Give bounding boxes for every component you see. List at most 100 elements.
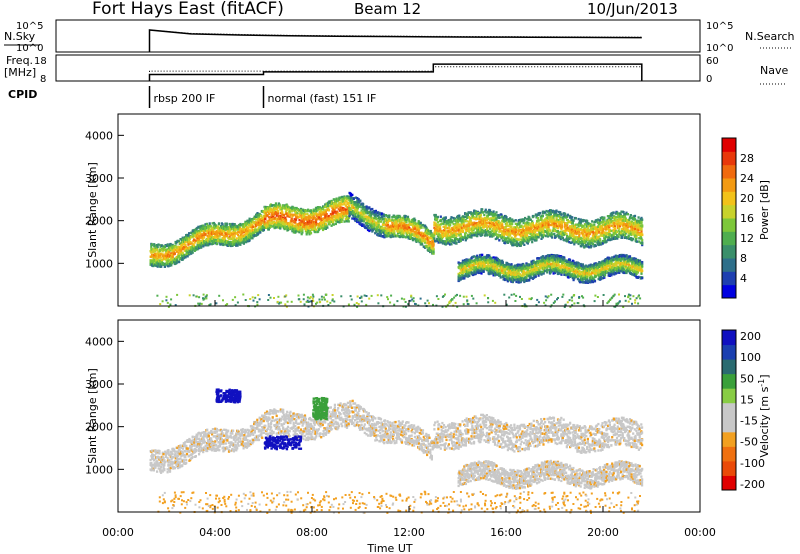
power-cell [323, 205, 326, 208]
power-cell [554, 224, 557, 227]
power-cell [501, 224, 504, 227]
power-cell [566, 215, 569, 218]
power-cell [227, 227, 230, 231]
power-cell [200, 246, 203, 249]
power-cell [198, 232, 201, 235]
power-cell [172, 259, 175, 262]
power-cell [272, 211, 275, 214]
power-cell [571, 218, 574, 222]
power-cell [570, 234, 573, 238]
power-cell [461, 221, 464, 224]
power-cell [520, 232, 523, 236]
power-cell [227, 231, 231, 234]
power-cell [184, 244, 187, 247]
power-cell [532, 236, 535, 239]
power-cell [495, 233, 498, 236]
power-cell [444, 219, 447, 223]
power-cell [380, 235, 383, 238]
power-cell [165, 259, 168, 262]
power-cell [168, 251, 171, 254]
power-cell [402, 224, 405, 227]
power-cell [355, 203, 358, 206]
power-cell [165, 251, 169, 254]
power-cell [527, 231, 530, 234]
power-cell [335, 197, 338, 200]
power-cell [587, 224, 590, 228]
power-cell [269, 203, 273, 206]
power-cell [556, 230, 559, 233]
power-cell [319, 214, 322, 218]
power-cell [407, 218, 410, 221]
nsky-label: N.Sky [4, 30, 36, 43]
power-cell [572, 235, 575, 239]
power-cell [216, 231, 219, 234]
power-cell [386, 215, 390, 218]
power-cell [220, 231, 223, 234]
power-cell [324, 227, 327, 230]
power-cell [458, 214, 461, 217]
power-cell [459, 217, 462, 220]
power-cell [580, 244, 583, 248]
power-cell [586, 227, 589, 230]
power-cell [468, 216, 471, 219]
power-cell [300, 226, 303, 229]
power-cell [565, 232, 568, 236]
power-cell [429, 243, 432, 246]
power-cell [317, 206, 320, 209]
power-cell [583, 241, 587, 245]
power-cell [522, 221, 525, 225]
power-cell [372, 218, 375, 221]
power-cell [220, 229, 223, 232]
power-cell [509, 232, 512, 235]
power-cell [369, 211, 372, 215]
power-cell [186, 255, 189, 258]
power-cell [339, 219, 342, 223]
power-cell [153, 250, 156, 253]
power-cell [331, 216, 334, 219]
power-cell [428, 248, 431, 251]
power-cell [334, 201, 337, 204]
power-cell [534, 234, 537, 237]
power-cell [461, 238, 464, 241]
power-cell [214, 239, 217, 242]
nsky-series-line [148, 29, 642, 52]
power-cell [282, 225, 285, 228]
power-cell [339, 202, 342, 206]
power-cell [425, 226, 428, 230]
power-cell [416, 224, 419, 227]
power-cell [535, 222, 538, 225]
power-cell [399, 235, 402, 238]
power-cell [225, 222, 228, 225]
power-cell [512, 229, 515, 232]
power-cell [352, 206, 355, 209]
power-cell [340, 220, 343, 223]
power-cell [326, 208, 329, 212]
power-cell [529, 233, 532, 236]
power-cell [488, 212, 491, 216]
power-cell [546, 210, 549, 213]
power-cell [337, 220, 340, 223]
power-cell [150, 243, 154, 246]
power-cell [274, 226, 278, 229]
power-cell [577, 232, 580, 235]
power-cell [361, 223, 364, 226]
power-cell [505, 237, 508, 240]
power-cell [213, 227, 216, 230]
power-cell [489, 233, 492, 237]
power-cell [250, 221, 253, 225]
power-cell [407, 236, 410, 239]
power-cell [449, 243, 452, 246]
power-cell [410, 223, 413, 226]
power-cell [383, 236, 386, 239]
power-cell [387, 229, 390, 232]
power-cell [434, 228, 437, 231]
power-cell [503, 233, 506, 236]
power-cell [459, 223, 462, 226]
power-cell [578, 221, 581, 224]
power-cell [473, 233, 476, 237]
power-cell [564, 226, 567, 230]
power-cell [408, 219, 411, 222]
power-cell [167, 265, 170, 268]
power-cell [507, 227, 510, 231]
power-cell [385, 221, 388, 225]
